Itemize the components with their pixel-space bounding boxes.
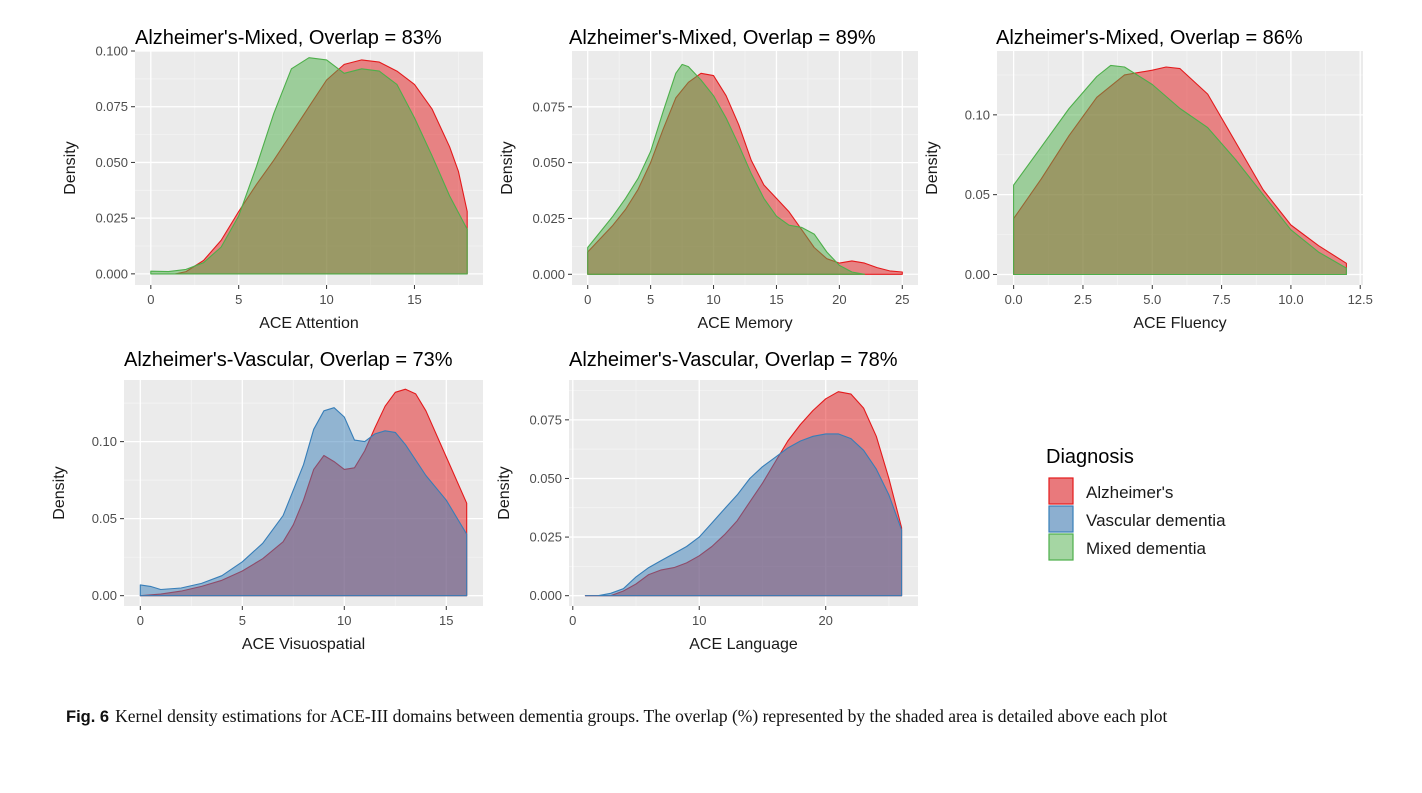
legend-title: Diagnosis: [1046, 446, 1134, 468]
legend-item-vascular: Vascular dementia: [1048, 505, 1226, 533]
y-tick-label: 0.100: [95, 44, 128, 59]
y-axis-label: Density: [51, 466, 68, 519]
y-tick-label: 0.10: [965, 107, 990, 122]
y-tick-label: 0.075: [532, 99, 565, 114]
legend-swatch-vascular: [1048, 505, 1074, 533]
x-tick-label: 20: [818, 613, 832, 628]
y-tick-label: 0.050: [529, 471, 562, 486]
figure-caption-label: Fig. 6: [66, 708, 110, 726]
y-tick-label: 0.10: [92, 434, 117, 449]
panel-1: 0 5 10 15 0.000 0.025 0.050 0.075 0.100 ACE Atten…: [62, 27, 483, 332]
panel-title: Alzheimer's-Mixed, Overlap = 83%: [135, 27, 442, 49]
x-tick-label: 10: [337, 613, 351, 628]
x-tick-label: 15: [769, 292, 783, 307]
legend-swatch-alzheimers: [1048, 477, 1074, 505]
y-tick-label: 0.000: [532, 267, 565, 282]
x-axis-label: ACE Attention: [259, 315, 359, 332]
legend-swatch-mixed: [1048, 533, 1074, 561]
panel-3: 0.0 2.5 5.0 7.5 10.0 12.5 0.00 0.05 0.10 ACE Flue…: [924, 27, 1373, 332]
figure-caption-text: Kernel density estimations for ACE-III d…: [115, 706, 1168, 726]
density-area-vascular-dementia: [584, 433, 903, 597]
panel-5: 0 10 20 0.000 0.025 0.050 0.075 ACE Language Den…: [496, 349, 918, 653]
x-tick-label: 12.5: [1348, 292, 1373, 307]
axes: 0.0 2.5 5.0 7.5 10.0 12.5 0.00 0.05 0.10: [965, 107, 1373, 307]
x-tick-label: 0: [569, 613, 576, 628]
y-tick-label: 0.075: [95, 99, 128, 114]
y-axis-label: Density: [62, 141, 79, 194]
x-tick-label: 7.5: [1213, 292, 1231, 307]
y-tick-label: 0.025: [532, 211, 565, 226]
panel-2: 0 5 10 15 20 25 0.000 0.025 0.050 0.075 ACE Memory…: [499, 27, 918, 332]
legend-label-vascular: Vascular dementia: [1086, 511, 1226, 530]
x-tick-label: 0: [147, 292, 154, 307]
x-tick-label: 0: [137, 613, 144, 628]
legend-label-mixed: Mixed dementia: [1086, 539, 1207, 558]
y-tick-label: 0.050: [95, 155, 128, 170]
y-axis-label: Density: [496, 466, 513, 519]
x-tick-label: 5.0: [1143, 292, 1161, 307]
y-axis-label: Density: [924, 141, 941, 194]
x-tick-label: 5: [235, 292, 242, 307]
panel-title: Alzheimer's-Vascular, Overlap = 73%: [124, 349, 453, 371]
panel-4: 0 5 10 15 0.00 0.05 0.10 ACE Visuospatial Densit…: [51, 349, 483, 653]
y-tick-label: 0.075: [529, 412, 562, 427]
axes: 0 5 10 15 20 25 0.000 0.025 0.050 0.075: [532, 99, 909, 307]
x-tick-label: 10.0: [1278, 292, 1303, 307]
y-tick-label: 0.025: [529, 530, 562, 545]
y-tick-label: 0.00: [92, 588, 117, 603]
x-tick-label: 10: [706, 292, 720, 307]
y-tick-label: 0.025: [95, 211, 128, 226]
x-tick-label: 20: [832, 292, 846, 307]
x-tick-label: 15: [439, 613, 453, 628]
x-tick-label: 0.0: [1005, 292, 1023, 307]
density-area-mixed-dementia: [587, 63, 866, 275]
y-tick-label: 0.00: [965, 267, 990, 282]
x-tick-label: 25: [895, 292, 909, 307]
density-area-mixed-dementia: [1013, 64, 1347, 276]
y-tick-label: 0.000: [529, 588, 562, 603]
x-tick-label: 10: [692, 613, 706, 628]
legend-item-mixed: Mixed dementia: [1048, 533, 1207, 561]
y-axis-label: Density: [499, 141, 516, 194]
y-tick-label: 0.05: [965, 187, 990, 202]
x-axis-label: ACE Language: [689, 636, 798, 653]
x-tick-label: 10: [319, 292, 333, 307]
axes: 0 10 20 0.000 0.025 0.050 0.075: [529, 412, 832, 628]
density-area-mixed-dementia: [150, 57, 468, 275]
figure-caption: Fig. 6 Kernel density estimations for ACE…: [66, 704, 1372, 729]
x-tick-label: 2.5: [1074, 292, 1092, 307]
panel-title: Alzheimer's-Vascular, Overlap = 78%: [569, 349, 898, 371]
panel-title: Alzheimer's-Mixed, Overlap = 86%: [996, 27, 1303, 49]
axes: 0 5 10 15 0.000 0.025 0.050 0.075 0.100: [95, 44, 421, 308]
y-tick-label: 0.000: [95, 266, 128, 281]
x-tick-label: 5: [647, 292, 654, 307]
y-tick-label: 0.050: [532, 155, 565, 170]
x-tick-label: 0: [584, 292, 591, 307]
x-tick-label: 15: [407, 292, 421, 307]
panel-title: Alzheimer's-Mixed, Overlap = 89%: [569, 27, 876, 49]
x-axis-label: ACE Visuospatial: [242, 636, 365, 653]
density-area-vascular-dementia: [139, 407, 468, 597]
y-tick-label: 0.05: [92, 511, 117, 526]
legend-item-alzheimers: Alzheimer's: [1048, 477, 1173, 505]
legend-label-alzheimers: Alzheimer's: [1086, 483, 1173, 502]
legend: Diagnosis Alzheimer's Vascular dementia …: [1046, 446, 1226, 561]
x-axis-label: ACE Memory: [697, 315, 792, 332]
axes: 0 5 10 15 0.00 0.05 0.10: [92, 434, 454, 628]
x-axis-label: ACE Fluency: [1133, 315, 1226, 332]
x-tick-label: 5: [239, 613, 246, 628]
